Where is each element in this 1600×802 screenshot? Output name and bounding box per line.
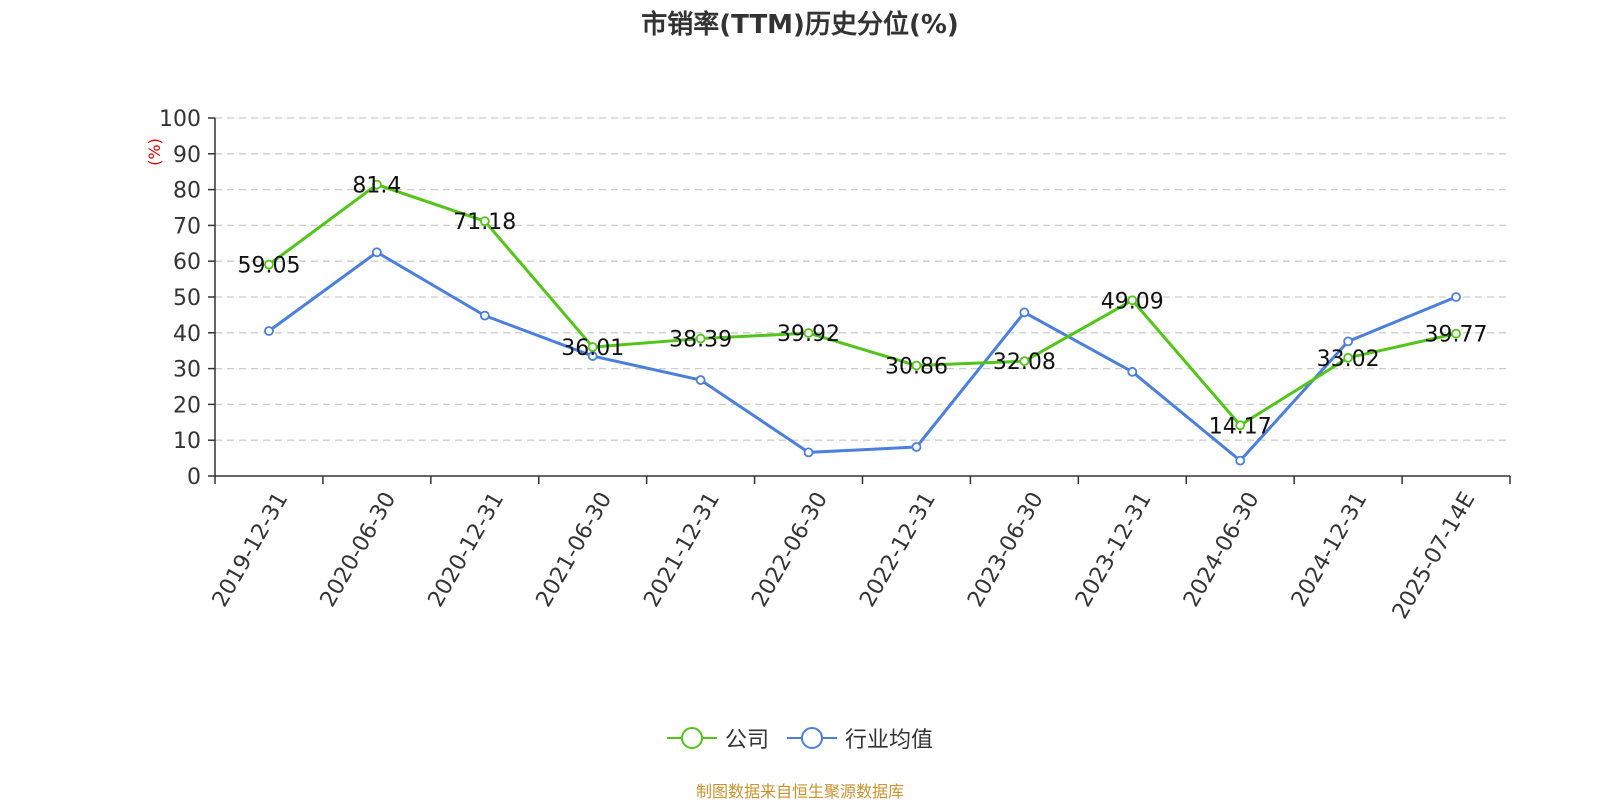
data-label: 33.02 [1317,347,1380,372]
data-point-company [371,179,382,190]
y-tick-label: 80 [173,179,201,204]
legend-label-industry: 行业均值 [845,728,934,753]
data-point-company [587,342,598,352]
chart-title: 市销率(TTM)历史分位(%) [641,10,959,40]
data-point-industry [371,247,382,258]
x-tick-label: 2025-07-14E [1388,488,1481,623]
data-point-company [1343,352,1354,363]
data-point-industry [1451,292,1461,302]
data-label: 81.4 [352,174,401,199]
y-tick-label: 20 [173,393,201,418]
series [264,179,1461,466]
y-tick-label: 40 [173,322,201,347]
x-tick-label: 2022-06-30 [747,488,833,611]
x-tick-label: 2024-06-30 [1179,488,1265,611]
data-source-note: 制图数据来自恒生聚源数据库 [695,782,904,801]
data-label: 59.05 [237,254,300,279]
legend-industry-line-circle-icon [787,727,837,749]
y-tick-label: 90 [173,143,201,168]
series-line-industry [268,250,1457,463]
data-point-company [1019,356,1030,367]
data-label: 36.01 [561,336,624,361]
data-point-industry [264,326,274,336]
data-label: 14.17 [1209,414,1272,439]
data-point-industry [1235,455,1246,466]
x-tick-label: 2024-12-31 [1287,488,1373,611]
data-point-industry [1343,336,1354,347]
data-point-company [911,360,922,371]
y-tick-label: 0 [187,465,201,490]
y-tick-label: 100 [159,107,201,132]
data-label: 39.77 [1425,323,1488,348]
data-point-industry [803,447,814,458]
data-label: 71.18 [453,210,516,235]
legend-item-company[interactable]: 公司 [666,722,769,754]
data-point-company [695,333,706,344]
x-tick-label: 2020-06-30 [316,488,402,611]
data-point-industry [1019,307,1030,318]
data-labels: 59.05 81.4 71.18 36.01 38.39 39.92 30.86 32.08 4… [237,174,1487,440]
data-label: 39.92 [777,322,840,347]
series-line-company [268,183,1457,427]
x-tick-label: 2023-12-31 [1071,488,1157,611]
x-tick-label: 2021-06-30 [531,488,617,611]
data-point-company [1235,420,1246,431]
data-point-company [1127,295,1138,306]
data-point-industry [911,442,922,452]
gridlines [215,117,1510,441]
y-tick-label: 50 [173,286,201,311]
line-chart: 0 10 20 30 40 50 60 70 80 90 100 2019-12-31 2020-06-… [145,107,1511,623]
legend: 公司 行业均值 [0,722,1600,754]
data-point-company [1451,328,1461,339]
data-point-industry [695,375,706,385]
legend-label-company: 公司 [724,728,769,753]
y-axis-label: (%) [145,138,164,166]
data-point-company [479,216,490,227]
y-tick-label: 60 [173,250,201,275]
data-label: 32.08 [993,350,1056,375]
data-point-company [803,328,814,338]
data-point-industry [1127,366,1138,377]
x-tick-label: 2023-06-30 [963,488,1049,611]
data-point-industry [587,351,598,361]
data-point-company [264,259,274,270]
y-tick-label: 70 [173,214,201,239]
data-label: 49.09 [1101,289,1164,314]
legend-item-industry[interactable]: 行业均值 [787,722,933,754]
legend-company-line-circle-icon [666,727,717,749]
x-tick-label: 2022-12-31 [855,488,941,611]
data-label: 30.86 [885,355,948,380]
x-tick-label: 2021-12-31 [639,488,725,611]
data-label: 38.39 [669,328,732,353]
x-tick-label: 2019-12-31 [208,488,294,611]
y-tick-label: 10 [173,429,201,454]
data-point-industry [479,310,490,321]
y-tick-label: 30 [173,358,201,383]
x-tick-label: 2020-12-31 [424,488,510,611]
